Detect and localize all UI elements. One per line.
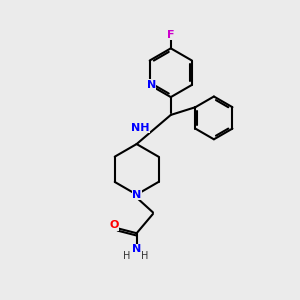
Text: N: N [132,190,141,200]
Text: F: F [167,30,175,40]
Text: H: H [141,251,148,261]
Text: N: N [132,244,141,254]
Text: NH: NH [131,123,150,133]
Text: O: O [110,220,119,230]
Text: N: N [147,80,156,90]
Text: H: H [123,251,131,261]
